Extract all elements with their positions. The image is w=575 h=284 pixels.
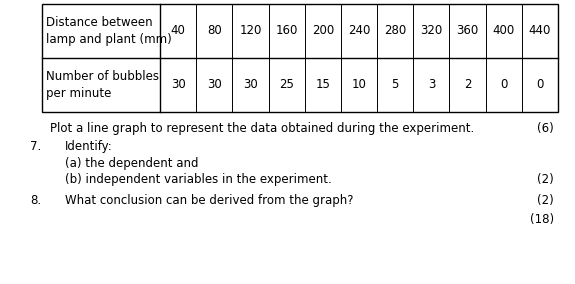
Text: 280: 280: [384, 24, 407, 37]
Text: Identify:: Identify:: [65, 140, 113, 153]
Text: 400: 400: [493, 24, 515, 37]
Text: 3: 3: [428, 78, 435, 91]
Text: 200: 200: [312, 24, 334, 37]
Text: 30: 30: [207, 78, 221, 91]
Text: (b) independent variables in the experiment.: (b) independent variables in the experim…: [65, 173, 332, 186]
Text: 30: 30: [171, 78, 186, 91]
Text: 8.: 8.: [30, 194, 41, 207]
Text: 25: 25: [279, 78, 294, 91]
Bar: [42, 4, 558, 112]
Text: 440: 440: [529, 24, 551, 37]
Text: (6): (6): [537, 122, 554, 135]
Text: Distance between
lamp and plant (mm): Distance between lamp and plant (mm): [46, 16, 172, 46]
Text: 360: 360: [457, 24, 478, 37]
Text: 7.: 7.: [30, 140, 41, 153]
Text: (a) the dependent and: (a) the dependent and: [65, 157, 198, 170]
Text: 160: 160: [275, 24, 298, 37]
Text: 2: 2: [464, 78, 472, 91]
Text: Plot a line graph to represent the data obtained during the experiment.: Plot a line graph to represent the data …: [50, 122, 474, 135]
Text: 80: 80: [207, 24, 221, 37]
Text: 5: 5: [392, 78, 399, 91]
Text: (2): (2): [537, 173, 554, 186]
Text: 240: 240: [348, 24, 370, 37]
Text: 30: 30: [243, 78, 258, 91]
Text: What conclusion can be derived from the graph?: What conclusion can be derived from the …: [65, 194, 354, 207]
Text: 0: 0: [536, 78, 543, 91]
Text: Number of bubbles
per minute: Number of bubbles per minute: [46, 70, 159, 100]
Text: 0: 0: [500, 78, 507, 91]
Text: 120: 120: [239, 24, 262, 37]
Text: (2): (2): [537, 194, 554, 207]
Text: (18): (18): [530, 213, 554, 226]
Text: 15: 15: [315, 78, 330, 91]
Text: 40: 40: [171, 24, 186, 37]
Text: 320: 320: [420, 24, 443, 37]
Text: 10: 10: [351, 78, 366, 91]
